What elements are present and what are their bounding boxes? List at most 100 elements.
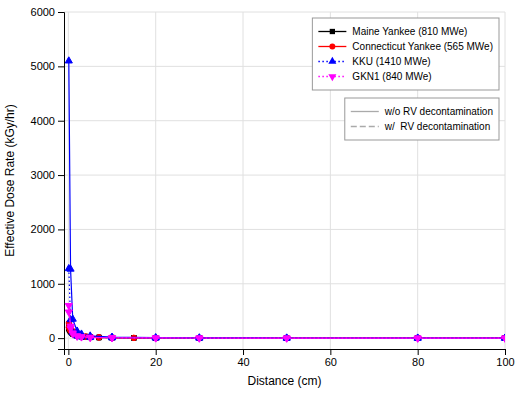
data-point bbox=[501, 336, 505, 342]
x-tick-mark bbox=[418, 349, 419, 355]
data-point bbox=[108, 336, 115, 342]
x-tick-mark bbox=[330, 349, 331, 355]
legend-entry: KKU (1410 MWe) bbox=[318, 56, 430, 67]
x-tick-label: 100 bbox=[496, 356, 514, 368]
legend: w/o RV decontamination w/ RV decontaminat… bbox=[345, 98, 499, 140]
data-point bbox=[78, 335, 85, 341]
x-axis-title: Distance (cm) bbox=[247, 374, 321, 388]
x-tick-mark bbox=[243, 349, 244, 355]
x-axis: 0 20 40 60 80 100 bbox=[65, 349, 515, 368]
data-point bbox=[196, 336, 203, 342]
legend-label: KKU (1410 MWe) bbox=[352, 56, 430, 67]
legend-entry: w/ RV decontamination bbox=[351, 121, 490, 132]
data-point bbox=[196, 336, 203, 342]
grid-line bbox=[155, 12, 156, 349]
y-tick-label: 5000 bbox=[31, 60, 55, 72]
data-point bbox=[65, 303, 72, 309]
data-point bbox=[87, 335, 94, 341]
legend-label: w/o RV decontamination bbox=[384, 106, 493, 117]
y-axis-title: Effective Dose Rate (kGy/hr) bbox=[3, 104, 17, 257]
data-point bbox=[414, 336, 421, 342]
grid-line bbox=[64, 175, 505, 176]
x-tick-mark bbox=[505, 349, 506, 355]
data-point bbox=[65, 264, 72, 270]
y-tick: 0 bbox=[49, 332, 64, 344]
x-tick-label: 0 bbox=[66, 356, 72, 368]
y-tick: 3000 bbox=[31, 169, 64, 181]
x-tick: 100 bbox=[496, 349, 514, 368]
legend-entry: Maine Yankee (810 MWe) bbox=[318, 26, 467, 37]
y-tick: 1000 bbox=[31, 278, 64, 290]
legend-entry: Connecticut Yankee (565 MWe) bbox=[318, 41, 493, 52]
data-point bbox=[152, 336, 159, 342]
y-tick: 6000 bbox=[31, 6, 64, 18]
grid-line bbox=[243, 12, 244, 349]
y-tick-mark bbox=[58, 66, 64, 67]
x-tick-label: 60 bbox=[325, 356, 337, 368]
legend-entry: w/o RV decontamination bbox=[351, 106, 493, 117]
data-point bbox=[108, 336, 115, 342]
grid-line bbox=[64, 12, 505, 13]
x-tick: 20 bbox=[150, 349, 162, 368]
plot-area bbox=[65, 57, 505, 342]
x-tick-mark bbox=[156, 349, 157, 355]
data-point bbox=[283, 336, 290, 342]
grid-line bbox=[64, 229, 505, 230]
legend-label: Maine Yankee (810 MWe) bbox=[352, 26, 467, 37]
legend: Maine Yankee (810 MWe) Connecticut Yankee… bbox=[312, 18, 499, 90]
y-tick-mark bbox=[58, 121, 64, 122]
data-point bbox=[87, 335, 94, 341]
legend-label: GKN1 (840 MWe) bbox=[352, 71, 431, 82]
y-tick-label: 2000 bbox=[31, 223, 55, 235]
y-tick: 4000 bbox=[31, 115, 64, 127]
grid bbox=[64, 12, 505, 349]
series-line bbox=[69, 61, 505, 338]
legend-box bbox=[345, 98, 499, 140]
legend-marker bbox=[328, 57, 336, 64]
legend-marker bbox=[329, 44, 335, 50]
y-tick-mark bbox=[58, 284, 64, 285]
y-tick-label: 0 bbox=[49, 332, 55, 344]
y-tick-label: 3000 bbox=[31, 169, 55, 181]
legend-label: w/ RV decontamination bbox=[384, 121, 490, 132]
y-tick-mark bbox=[58, 12, 64, 13]
y-tick-label: 6000 bbox=[31, 6, 55, 18]
x-axis-line bbox=[65, 350, 506, 356]
y-tick-mark bbox=[58, 175, 64, 176]
x-tick-label: 20 bbox=[150, 356, 162, 368]
data-point bbox=[501, 336, 505, 342]
y-tick-label: 4000 bbox=[31, 115, 55, 127]
data-point bbox=[152, 336, 159, 342]
series-line bbox=[69, 306, 505, 339]
y-tick-mark bbox=[58, 338, 64, 339]
x-tick: 40 bbox=[237, 349, 249, 368]
y-axis: 0 1000 2000 3000 4000 5000 6000 bbox=[31, 6, 65, 349]
data-point bbox=[65, 310, 72, 316]
y-axis-line bbox=[58, 13, 65, 350]
data-point bbox=[283, 336, 290, 342]
x-tick-label: 80 bbox=[412, 356, 424, 368]
y-tick: 2000 bbox=[31, 223, 64, 235]
x-tick: 60 bbox=[325, 349, 337, 368]
legend-marker bbox=[330, 29, 335, 34]
legend-box bbox=[312, 18, 499, 90]
legend-swatch bbox=[351, 126, 379, 127]
legend-entry: GKN1 (840 MWe) bbox=[318, 71, 431, 82]
legend-marker bbox=[328, 74, 336, 81]
chart: 0204060801000100020003000400050006000Dis… bbox=[0, 0, 519, 393]
legend-swatch bbox=[351, 111, 379, 112]
x-tick-mark bbox=[68, 349, 69, 355]
y-tick: 5000 bbox=[31, 60, 64, 72]
data-point bbox=[65, 57, 72, 63]
x-tick: 0 bbox=[66, 349, 72, 368]
y-tick-mark bbox=[58, 229, 64, 230]
y-tick-label: 1000 bbox=[31, 278, 55, 290]
x-tick: 80 bbox=[412, 349, 424, 368]
series-line bbox=[69, 269, 505, 339]
grid-line bbox=[64, 283, 505, 284]
legend-label: Connecticut Yankee (565 MWe) bbox=[352, 41, 493, 52]
x-tick-label: 40 bbox=[237, 356, 249, 368]
data-point bbox=[78, 335, 85, 341]
data-point bbox=[414, 336, 421, 342]
grid-line bbox=[505, 12, 506, 349]
